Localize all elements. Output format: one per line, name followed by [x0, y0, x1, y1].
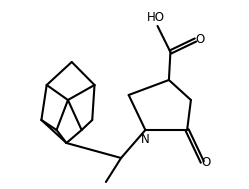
Text: N: N [141, 133, 150, 146]
Text: O: O [201, 156, 211, 170]
Text: O: O [195, 33, 205, 46]
Text: HO: HO [147, 11, 165, 24]
